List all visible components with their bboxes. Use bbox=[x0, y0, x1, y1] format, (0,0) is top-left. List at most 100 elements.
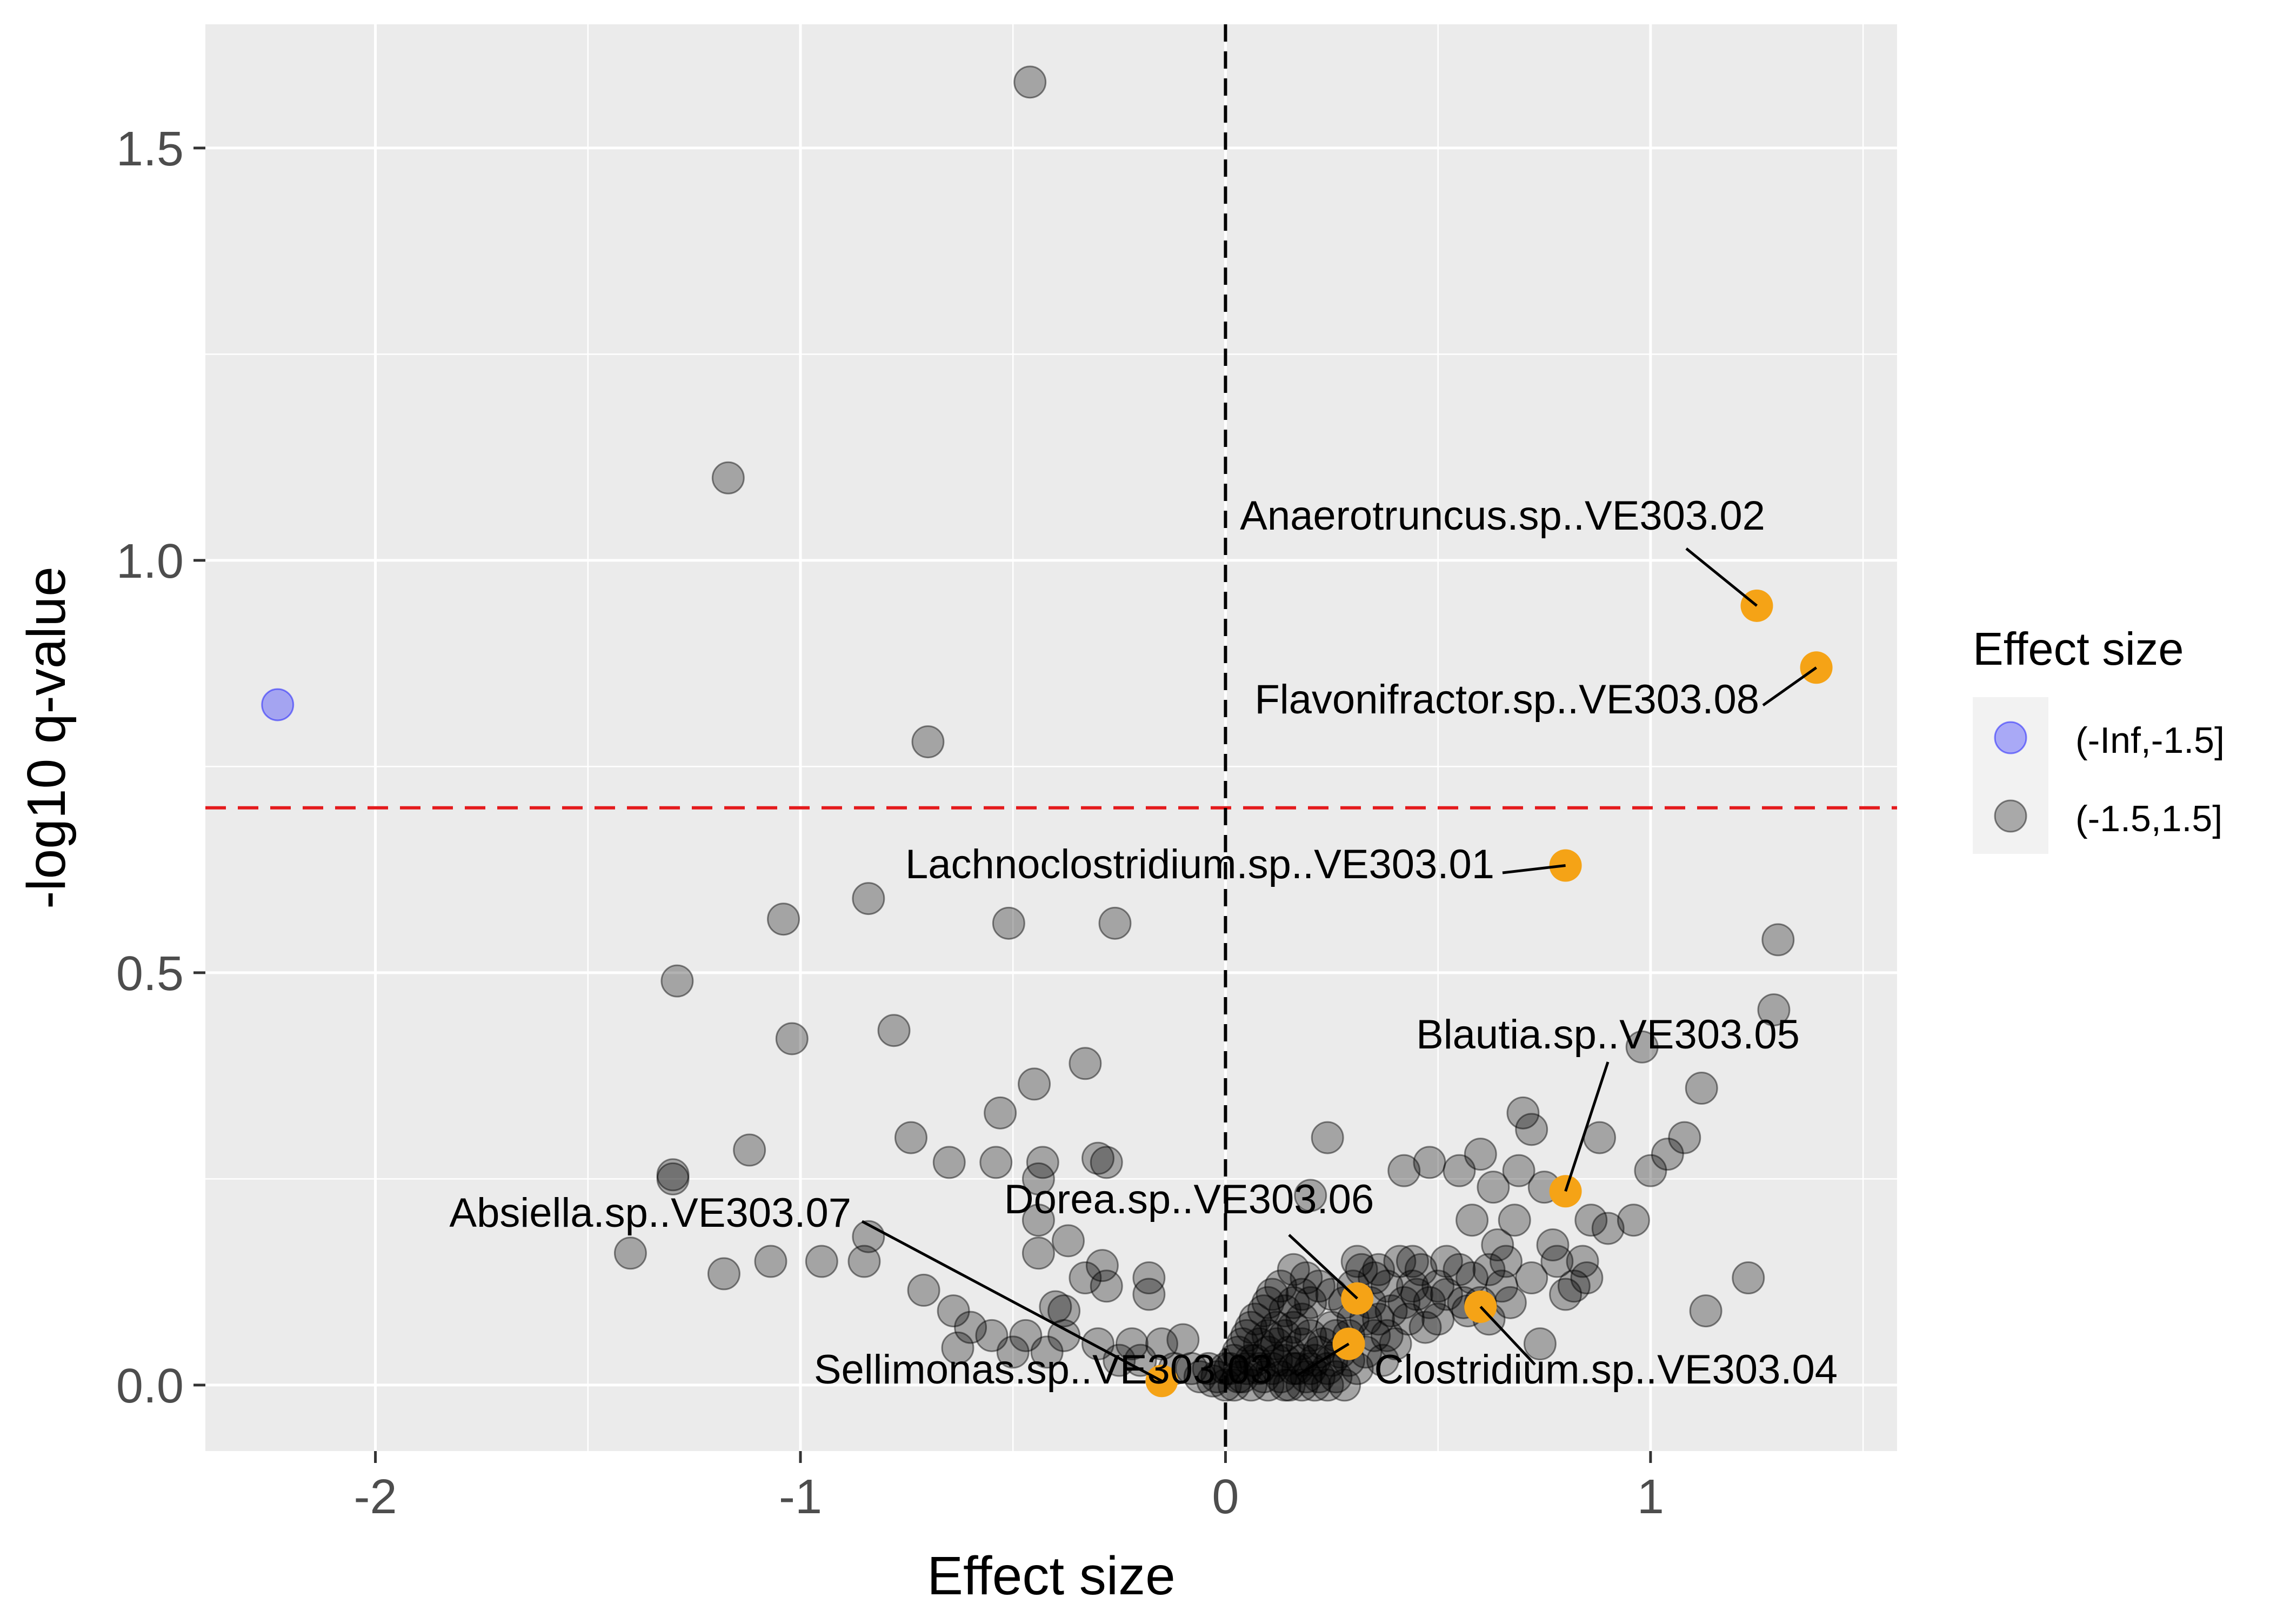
x-axis: -2 -1 0 1 bbox=[354, 1451, 1664, 1524]
data-point bbox=[656, 1162, 690, 1195]
data-point bbox=[1481, 1228, 1514, 1261]
data-point bbox=[1294, 1286, 1327, 1319]
data-point bbox=[1290, 1360, 1323, 1394]
data-point bbox=[1098, 906, 1132, 940]
legend: Effect size (-Inf,-1.5] (-1.5,1.5] bbox=[1973, 624, 2225, 854]
callout-label: Dorea.sp..VE303.06 bbox=[1004, 1177, 1374, 1222]
callout-label: Anaerotruncus.sp..VE303.02 bbox=[1240, 493, 1765, 539]
plot-panel bbox=[205, 24, 1897, 1451]
data-point bbox=[1047, 1319, 1081, 1352]
data-point bbox=[1209, 1368, 1242, 1402]
data-point bbox=[1464, 1138, 1497, 1171]
y-tick-label: 0.5 bbox=[116, 947, 184, 1001]
data-point bbox=[1226, 1360, 1259, 1394]
data-point bbox=[1311, 1368, 1344, 1402]
legend-key-background bbox=[1973, 697, 2048, 854]
callout-leader bbox=[1502, 864, 1566, 874]
data-point bbox=[1281, 1352, 1314, 1385]
data-point bbox=[1268, 1368, 1302, 1402]
data-point bbox=[1362, 1253, 1396, 1286]
data-point bbox=[1260, 1327, 1293, 1361]
data-point bbox=[733, 1133, 766, 1167]
data-point bbox=[1294, 1179, 1327, 1212]
data-point bbox=[1238, 1344, 1272, 1377]
data-point bbox=[1256, 1352, 1289, 1385]
data-point bbox=[1081, 1141, 1115, 1175]
data-point bbox=[1570, 1261, 1604, 1295]
data-point bbox=[1260, 1311, 1293, 1344]
data-point bbox=[907, 1273, 940, 1307]
data-point bbox=[852, 882, 885, 915]
data-point bbox=[1051, 1224, 1085, 1258]
data-point bbox=[1009, 1319, 1043, 1352]
data-point bbox=[1566, 1245, 1599, 1278]
callouts: Anaerotruncus.sp..VE303.02 Flavonifractor… bbox=[449, 493, 1838, 1393]
data-point bbox=[984, 1096, 1017, 1130]
data-point bbox=[1230, 1319, 1264, 1352]
callout-leader bbox=[1288, 1234, 1358, 1300]
data-point bbox=[1408, 1311, 1442, 1344]
data-point bbox=[932, 1146, 966, 1179]
data-point bbox=[1021, 1162, 1055, 1195]
data-point bbox=[1387, 1154, 1421, 1187]
data-point bbox=[1243, 1327, 1276, 1361]
data-point bbox=[1374, 1294, 1408, 1328]
data-point bbox=[1047, 1294, 1081, 1328]
data-point bbox=[1732, 1261, 1765, 1295]
data-point bbox=[1485, 1269, 1519, 1303]
data-point bbox=[1192, 1352, 1225, 1385]
data-point bbox=[1298, 1368, 1332, 1402]
data-point bbox=[1251, 1286, 1285, 1319]
data-point bbox=[1021, 1237, 1055, 1270]
data-point bbox=[1251, 1335, 1285, 1369]
data-point bbox=[1247, 1360, 1280, 1394]
data-point bbox=[1493, 1286, 1527, 1319]
data-point bbox=[1625, 1030, 1659, 1064]
data-point bbox=[1328, 1368, 1361, 1402]
data-point bbox=[1221, 1335, 1255, 1369]
x-axis-title: Effect size bbox=[927, 1546, 1175, 1606]
data-point bbox=[775, 1022, 809, 1055]
data-point bbox=[656, 1158, 690, 1192]
data-point bbox=[1285, 1302, 1319, 1336]
data-point bbox=[707, 1257, 740, 1291]
data-point bbox=[1392, 1302, 1425, 1336]
x-tick-label: 1 bbox=[1637, 1470, 1664, 1524]
y-axis: 0.0 0.5 1.0 1.5 bbox=[116, 122, 205, 1413]
data-point bbox=[1234, 1368, 1268, 1402]
data-point bbox=[1268, 1319, 1302, 1352]
data-point bbox=[1285, 1278, 1319, 1311]
data-point bbox=[1523, 1327, 1557, 1361]
data-point bbox=[1515, 1113, 1548, 1146]
data-point bbox=[1370, 1269, 1404, 1303]
data-point bbox=[1256, 1278, 1289, 1311]
data-point bbox=[1387, 1286, 1421, 1319]
data-point bbox=[660, 964, 694, 998]
data-point bbox=[1200, 1360, 1234, 1394]
x-tick-label: 0 bbox=[1212, 1470, 1239, 1524]
data-point bbox=[1477, 1171, 1510, 1204]
data-point bbox=[1039, 1290, 1072, 1324]
data-point bbox=[1506, 1096, 1540, 1130]
data-point bbox=[1549, 1278, 1583, 1311]
data-point bbox=[805, 1245, 838, 1278]
data-point bbox=[1247, 1294, 1280, 1328]
legend-key-inf bbox=[1994, 721, 2027, 754]
data-point bbox=[1421, 1269, 1455, 1303]
callout-label: Absiella.sp..VE303.07 bbox=[449, 1190, 851, 1236]
data-point bbox=[1175, 1352, 1209, 1385]
data-point bbox=[1396, 1269, 1429, 1303]
data-point bbox=[1145, 1327, 1178, 1361]
data-point bbox=[1379, 1327, 1412, 1361]
data-point bbox=[1290, 1261, 1323, 1295]
callout-label: Lachnoclostridium.sp..VE303.01 bbox=[905, 841, 1494, 887]
points-layer bbox=[261, 65, 1833, 1402]
data-point bbox=[1761, 923, 1795, 957]
callout-leader bbox=[1564, 1061, 1610, 1192]
data-point bbox=[1430, 1245, 1463, 1278]
callout-label: Blautia.sp..VE303.05 bbox=[1416, 1012, 1800, 1058]
data-point bbox=[1026, 1146, 1059, 1179]
data-point bbox=[1557, 1269, 1591, 1303]
data-point bbox=[1132, 1261, 1166, 1295]
